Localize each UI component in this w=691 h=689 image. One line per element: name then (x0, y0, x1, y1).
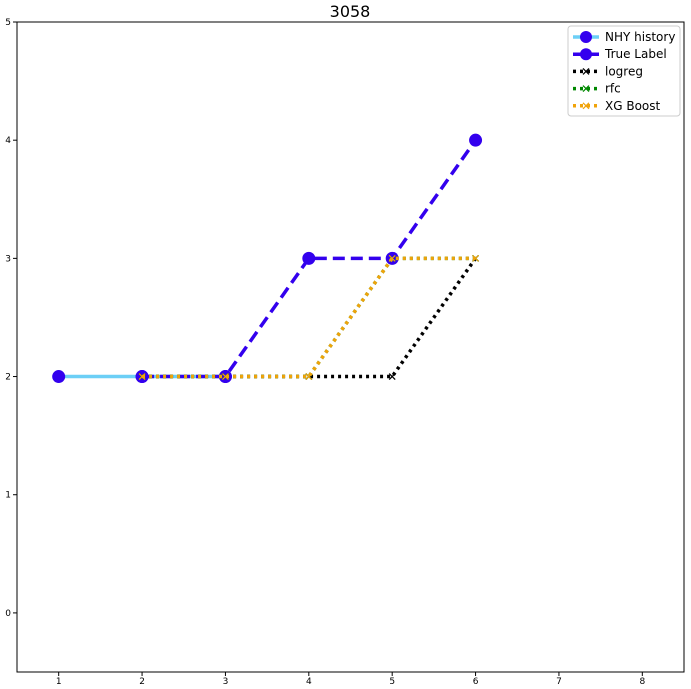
x-axis: 1 2 3 4 5 6 7 8 (56, 672, 645, 687)
x-tick-label: 2 (139, 677, 145, 687)
point-xg-boost-4 (472, 254, 479, 262)
legend-label: NHY history (605, 30, 675, 44)
point-xg-boost-2 (305, 373, 313, 380)
legend-item-nhy-history: NHY history (573, 30, 675, 44)
point-true-label-4 (469, 133, 483, 147)
chart-title: 3058 (330, 2, 371, 21)
x-tick-label: 5 (389, 677, 395, 687)
y-tick-label: 5 (5, 18, 11, 28)
legend: NHY history True Label logreg rfc XG Boost (567, 25, 681, 117)
legend-marker (580, 31, 592, 43)
y-tick-label: 1 (5, 491, 11, 501)
legend-box (567, 25, 681, 117)
x-tick-label: 4 (306, 677, 312, 687)
legend-marker (580, 48, 592, 61)
series-layer (52, 133, 483, 384)
legend-item-logreg: logreg (573, 64, 643, 78)
legend-label: XG Boost (605, 99, 661, 113)
point-true-label-2 (302, 251, 316, 265)
y-tick-label: 4 (5, 136, 11, 146)
point-nhy-history-0 (52, 370, 66, 384)
legend-item-rfc: rfc (573, 82, 621, 96)
plot-area (16, 21, 685, 673)
series-xg-boost (138, 254, 479, 380)
legend-label: rfc (605, 82, 621, 96)
legend-item-true-label: True Label (573, 47, 667, 61)
x-tick-label: 6 (473, 677, 479, 687)
point-xg-boost-3 (388, 254, 396, 262)
point-xg-boost-1 (222, 373, 229, 380)
y-tick-label: 3 (5, 254, 11, 264)
line-true-label (142, 139, 477, 379)
y-axis: 0 1 2 3 4 5 (5, 18, 17, 619)
point-logreg-3 (388, 373, 396, 380)
x-tick-label: 8 (639, 677, 645, 687)
legend-item-xg-boost: XG Boost (573, 99, 661, 113)
legend-label: logreg (605, 64, 643, 78)
x-tick-label: 7 (556, 677, 562, 687)
x-tick-label: 1 (56, 677, 62, 687)
legend-label: True Label (604, 47, 667, 61)
point-xg-boost-0 (138, 373, 146, 380)
y-tick-label: 2 (5, 373, 11, 383)
x-tick-label: 3 (223, 677, 229, 687)
y-tick-label: 0 (5, 609, 11, 619)
